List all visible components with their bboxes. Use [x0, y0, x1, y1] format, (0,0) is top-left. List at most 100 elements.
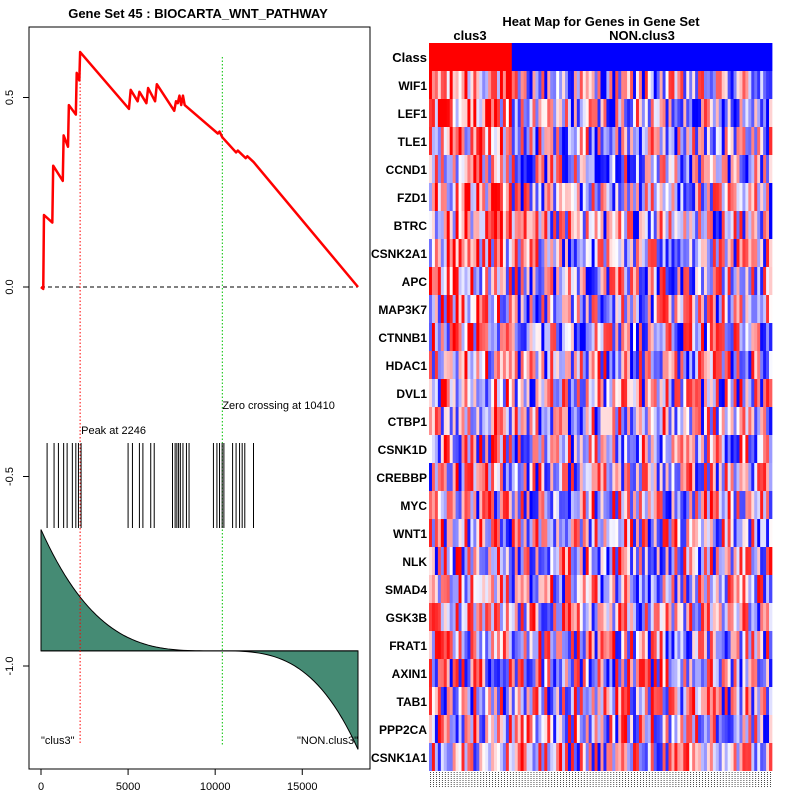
heatmap-cell	[695, 435, 699, 463]
heatmap-cell	[547, 687, 551, 715]
heatmap-cell	[494, 127, 498, 155]
heatmap-cell	[556, 687, 560, 715]
heatmap-cell	[606, 687, 610, 715]
heatmap-cell	[573, 687, 578, 715]
heatmap-cell	[618, 295, 622, 323]
heatmap-cell	[766, 267, 770, 295]
heatmap-cell	[621, 407, 625, 435]
heatmap-cell	[565, 267, 569, 295]
heatmap-cell	[458, 71, 462, 99]
heatmap-cell	[703, 155, 708, 183]
heatmap-cell	[452, 295, 456, 323]
heatmap-cell	[544, 267, 548, 295]
heatmap-cell	[760, 155, 764, 183]
heatmap-cell	[464, 687, 468, 715]
heatmap-cell	[665, 99, 669, 127]
heatmap-cell	[736, 351, 740, 379]
heatmap-cell	[709, 603, 714, 631]
heatmap-cell	[446, 435, 451, 463]
heatmap-cell	[556, 519, 560, 547]
heatmap-cell	[662, 127, 666, 155]
heatmap-cell	[449, 155, 454, 183]
heatmap-cell	[671, 435, 675, 463]
heatmap-cell	[547, 743, 551, 771]
heatmap-cell	[505, 631, 510, 659]
heatmap-cell	[686, 99, 690, 127]
heatmap-cell	[511, 155, 516, 183]
heatmap-cell	[556, 239, 560, 267]
heatmap-cell	[715, 351, 720, 379]
heatmap-cell	[715, 435, 720, 463]
heatmap-cell	[538, 631, 542, 659]
heatmap-cell	[446, 491, 451, 519]
heatmap-cell	[479, 715, 483, 743]
heatmap-cell	[443, 463, 448, 491]
heatmap-cell	[683, 435, 687, 463]
heatmap-cell	[718, 239, 723, 267]
heatmap-cell	[751, 631, 755, 659]
heatmap-cell	[662, 295, 666, 323]
heatmap-cell	[565, 323, 569, 351]
heatmap-cell	[606, 715, 610, 743]
heatmap-cell	[733, 407, 737, 435]
heatmap-cell	[455, 267, 459, 295]
heatmap-cell	[464, 351, 468, 379]
heatmap-cell	[745, 659, 749, 687]
heatmap-cell	[573, 71, 578, 99]
heatmap-cell	[701, 183, 705, 211]
heatmap-cell	[760, 267, 764, 295]
heatmap-cell	[482, 547, 486, 575]
heatmap-cell	[452, 407, 456, 435]
heatmap-cell	[742, 99, 746, 127]
heatmap-cell	[680, 575, 684, 603]
heatmap-cell	[488, 687, 492, 715]
heatmap-cell	[745, 239, 749, 267]
heatmap-cell	[541, 211, 545, 239]
heatmap-cell	[479, 407, 483, 435]
heatmap-cell	[683, 127, 687, 155]
heatmap-cell	[479, 155, 483, 183]
heatmap-cell	[638, 659, 643, 687]
heatmap-cell	[709, 715, 714, 743]
heatmap-cell	[624, 239, 628, 267]
heatmap-cell	[491, 603, 495, 631]
heatmap-cell	[739, 267, 743, 295]
heatmap-cell	[754, 351, 758, 379]
heatmap-cell	[686, 351, 690, 379]
heatmap-cell	[662, 71, 666, 99]
heatmap-cell	[502, 715, 507, 743]
heatmap-cell	[739, 211, 743, 239]
heatmap-cell	[455, 519, 459, 547]
heatmap-cell	[766, 211, 770, 239]
heatmap-cell	[517, 267, 522, 295]
heatmap-cell	[526, 407, 530, 435]
heatmap-cell	[748, 491, 752, 519]
heatmap-cell	[730, 743, 734, 771]
heatmap-cell	[508, 687, 513, 715]
heatmap-cell	[482, 211, 486, 239]
heatmap-cell	[562, 715, 566, 743]
heatmap-cell	[671, 295, 675, 323]
heatmap-cell	[541, 379, 545, 407]
heatmap-cell	[553, 491, 557, 519]
heatmap-cell	[473, 267, 477, 295]
heatmap-cell	[647, 519, 652, 547]
heatmap-cell	[535, 631, 539, 659]
heatmap-cell	[754, 715, 758, 743]
heatmap-cell	[698, 519, 702, 547]
heatmap-cell	[559, 407, 563, 435]
heatmap-cell	[674, 631, 678, 659]
heatmap-cell	[718, 631, 723, 659]
heatmap-cell	[434, 211, 439, 239]
heatmap-cell	[434, 631, 439, 659]
heatmap-cell	[644, 659, 649, 687]
heatmap-cell	[736, 295, 740, 323]
heatmap-cell	[502, 435, 507, 463]
heatmap-cell	[576, 547, 581, 575]
heatmap-cell	[638, 295, 643, 323]
heatmap-cell	[502, 379, 507, 407]
heatmap-cell	[662, 323, 666, 351]
heatmap-cell	[748, 463, 752, 491]
heatmap-cell	[597, 211, 601, 239]
heatmap-cell	[470, 239, 474, 267]
